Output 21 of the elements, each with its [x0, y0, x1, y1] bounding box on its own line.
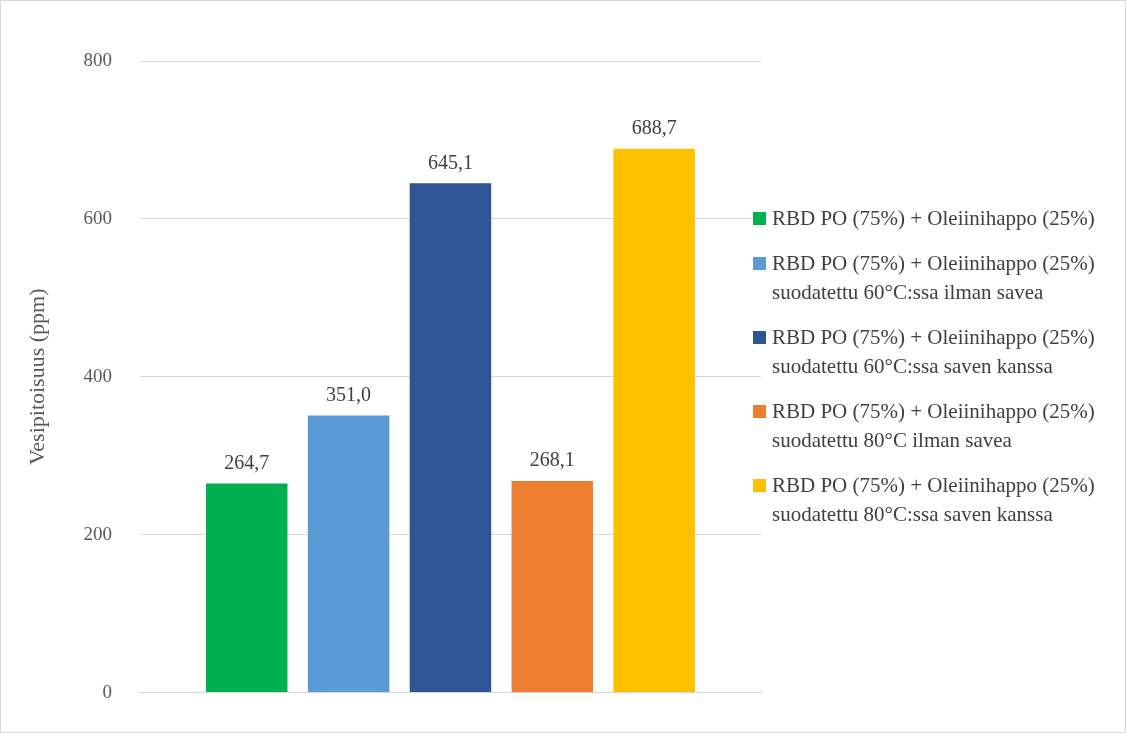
y-tick-label: 0 — [102, 680, 112, 702]
data-label: 264,7 — [224, 450, 270, 473]
bar — [205, 483, 288, 693]
bar — [613, 148, 695, 693]
y-tick-label: 800 — [83, 48, 112, 70]
legend-label: RBD PO (75%) + Oleiinihappo (25%) — [772, 205, 1095, 232]
data-label: 645,1 — [427, 150, 473, 173]
legend-label: RBD PO (75%) + Oleiinihappo (25%) suodatettu 60°C:ssa ilman savea — [772, 250, 1096, 306]
legend-label: RBD PO (75%) + Oleiinihappo (25%) suodatettu 80°C ilman savea — [772, 398, 1096, 454]
bar — [409, 183, 492, 693]
data-label: 351,0 — [326, 382, 372, 405]
data-label: 688,7 — [631, 116, 677, 139]
bar — [511, 480, 594, 693]
y-tick-label: 400 — [83, 364, 112, 386]
y-axis-title: Vesipitoisuus (ppm) — [23, 288, 49, 466]
legend-label: RBD PO (75%) + Oleiinihappo (25%) suodatettu 80°C:ssa saven kanssa — [772, 472, 1096, 528]
bar — [307, 415, 390, 693]
data-label: 268,1 — [529, 448, 575, 471]
legend-label: RBD PO (75%) + Oleiinihappo (25%) suodatettu 60°C:ssa saven kanssa — [772, 324, 1096, 380]
y-tick-label: 200 — [83, 522, 112, 544]
y-tick-label: 600 — [83, 206, 112, 228]
